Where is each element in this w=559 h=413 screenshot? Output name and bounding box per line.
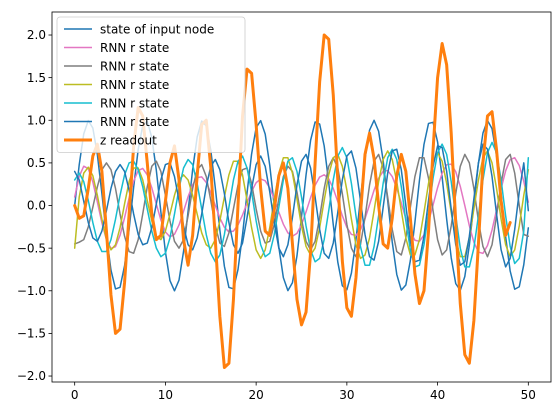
x-tick-label: 20 xyxy=(248,388,263,402)
y-tick-label: −1.5 xyxy=(17,327,46,341)
x-axis: 0 10 20 30 40 50 xyxy=(71,382,536,402)
legend-entry: RNN r state xyxy=(100,78,169,92)
y-tick-label: −1.0 xyxy=(17,284,46,298)
y-tick-label: −2.0 xyxy=(17,369,46,383)
plot-frame xyxy=(51,11,552,383)
x-tick-label: 50 xyxy=(521,388,536,402)
legend-entry: RNN r state xyxy=(100,59,169,73)
legend-entry: RNN r state xyxy=(100,41,169,55)
y-tick-label: 0.0 xyxy=(27,199,46,213)
y-tick-label: 2.0 xyxy=(27,28,46,42)
legend: state of input node RNN r state RNN r stat… xyxy=(56,16,246,153)
y-axis: 2.0 1.5 1.0 0.5 0.0 −0.5 −1.0 −1.5 −2.0 xyxy=(17,28,52,383)
x-tick-label: 40 xyxy=(430,388,445,402)
series-line-6 xyxy=(73,33,512,370)
legend-entry: z readout xyxy=(100,133,157,147)
y-tick-label: 0.5 xyxy=(27,156,46,170)
x-tick-label: 0 xyxy=(71,388,79,402)
legend-entry: RNN r state xyxy=(100,96,169,110)
legend-entry: RNN r state xyxy=(100,115,169,129)
series-line-5 xyxy=(73,143,530,268)
series-line-4 xyxy=(73,141,530,268)
x-tick-label: 10 xyxy=(158,388,173,402)
y-tick-label: 1.5 xyxy=(27,71,46,85)
y-tick-label: −0.5 xyxy=(17,241,46,255)
x-tick-label: 30 xyxy=(339,388,354,402)
legend-entry: state of input node xyxy=(100,22,214,36)
y-tick-label: 1.0 xyxy=(27,113,46,127)
legend-box xyxy=(56,16,246,153)
